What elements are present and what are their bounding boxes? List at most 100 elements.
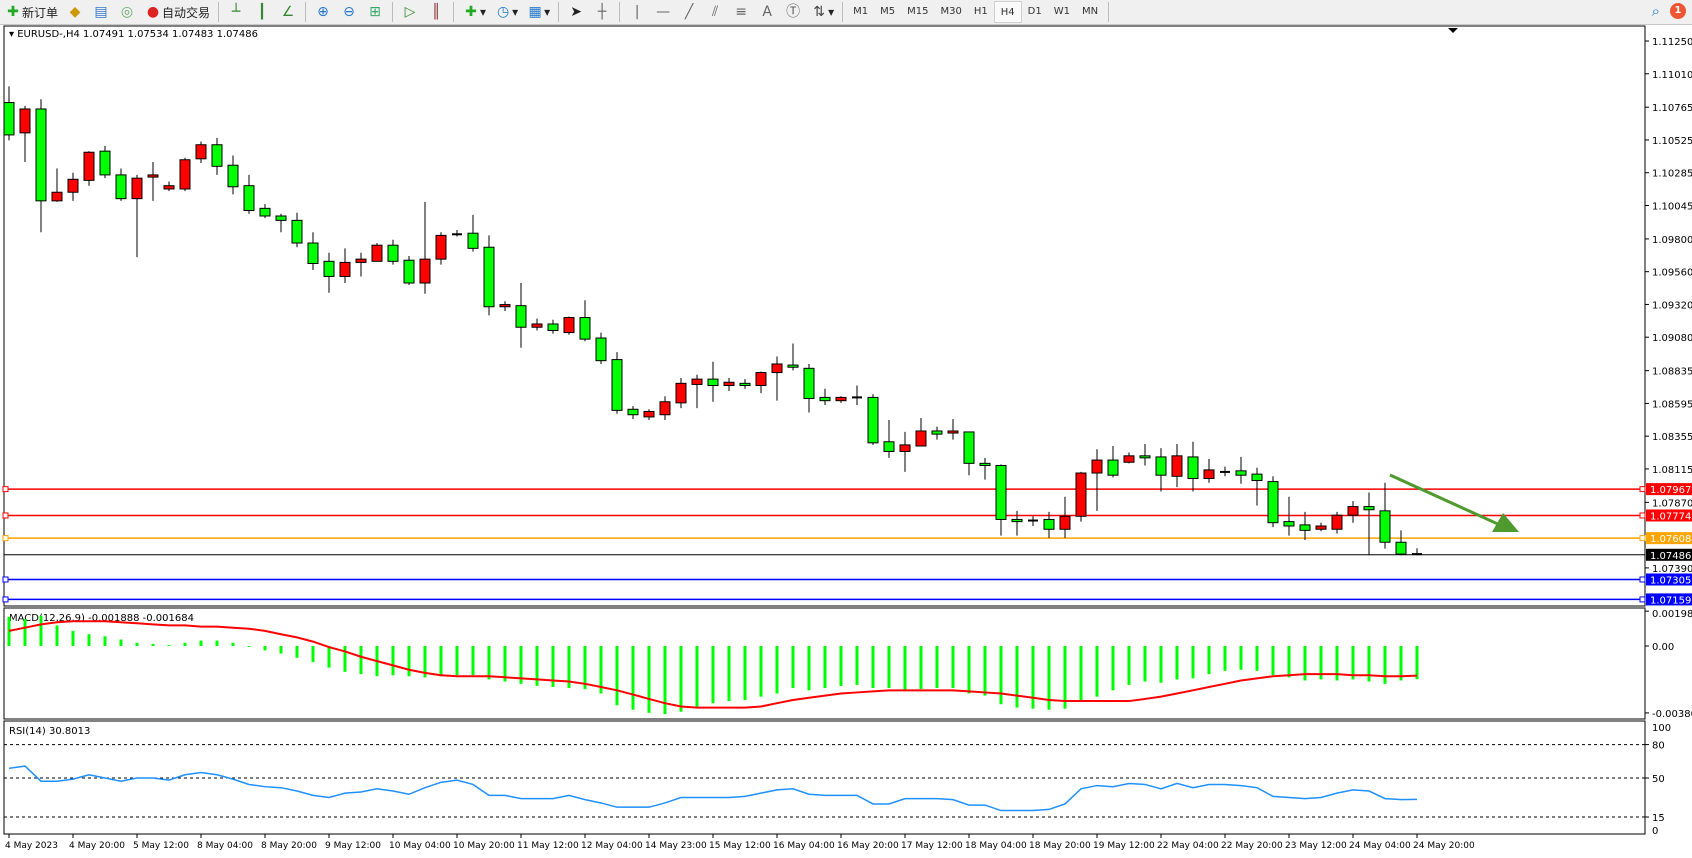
macd-histogram-bar [743, 646, 747, 701]
candle-body [771, 363, 783, 374]
tile-windows-icon: ⊞ [369, 4, 381, 20]
indicators-button[interactable]: ✚ ▾ [458, 1, 490, 23]
timeframe-d1[interactable]: D1 [1027, 6, 1042, 17]
candle-body [307, 242, 319, 264]
zoom-in-button[interactable]: ⊕ [310, 1, 336, 23]
macd-histogram-bar [1335, 646, 1339, 681]
arrows-button[interactable]: ⇅ ▾ [806, 1, 838, 23]
candle-body [1251, 473, 1263, 482]
rsi-label: RSI(14) 30.8013 [9, 726, 90, 737]
rsi-axis-label: 15 [1652, 813, 1665, 824]
candle-body [179, 159, 191, 190]
indicators-icon: ✚ [465, 4, 477, 20]
macd-histogram-bar [951, 646, 955, 689]
crosshair-icon: ┼ [597, 4, 607, 20]
toolbar-separator [218, 2, 220, 22]
history-center-button[interactable]: ▤ [88, 1, 114, 23]
trend-arrow-line [1389, 473, 1501, 527]
macd-histogram-bar [1351, 646, 1355, 680]
candle-body [211, 144, 223, 167]
horizontal-line-button[interactable]: — [650, 1, 676, 23]
price-axis-label: 1.08835 [1652, 367, 1692, 378]
text-button[interactable]: A [754, 1, 780, 23]
crosshair-button[interactable]: ┼ [589, 1, 615, 23]
vertical-line-button[interactable]: | [624, 1, 650, 23]
macd-histogram-bar [23, 619, 27, 646]
macd-histogram-bar [1159, 646, 1163, 683]
macd-histogram-bar [999, 646, 1003, 705]
candlestick-button[interactable]: ┃ [249, 1, 275, 23]
timeframe-m5[interactable]: M5 [880, 6, 896, 17]
timeframe-mn[interactable]: MN [1081, 6, 1099, 17]
macd-signal-line [8, 620, 1418, 709]
macd-histogram-bar [119, 639, 123, 646]
auto-trading-button[interactable]: ● 自动交易 [140, 1, 214, 23]
macd-histogram-bar [247, 646, 251, 647]
macd-histogram-bar [215, 640, 219, 646]
equidistant-channel-button[interactable]: ⫽ [702, 1, 728, 23]
candle-body [883, 441, 895, 452]
macd-histogram-bar [423, 646, 427, 678]
tile-windows-button[interactable]: ⊞ [362, 1, 388, 23]
search-icon[interactable]: ⌕ [1651, 2, 1660, 20]
candle-body [435, 234, 447, 260]
candle-body [1011, 518, 1023, 523]
text-label-icon: Ⓣ [786, 4, 801, 20]
timeframe-h4[interactable]: H4 [993, 1, 1022, 23]
price-axis-label: 1.10525 [1652, 136, 1692, 147]
candle-body [467, 232, 479, 249]
candle-body [643, 410, 655, 418]
macd-histogram-bar [759, 646, 763, 697]
price-axis-label: 1.08595 [1652, 399, 1692, 410]
macd-histogram-bar [391, 646, 395, 676]
zoom-out-button[interactable]: ⊖ [336, 1, 362, 23]
timeframe-m1[interactable]: M1 [853, 6, 869, 17]
macd-histogram-bar [663, 646, 667, 715]
auto-scroll-button[interactable]: ▷ [397, 1, 423, 23]
macd-histogram-bar [1223, 646, 1227, 671]
cursor-button[interactable]: ➤ [563, 1, 589, 23]
macd-histogram-bar [439, 646, 443, 677]
level-handle [2, 596, 9, 603]
candle-body [323, 260, 335, 277]
macd-histogram-bar [839, 646, 843, 686]
candle-body [1139, 455, 1151, 459]
macd-histogram-bar [1255, 646, 1259, 671]
timeframe-m15[interactable]: M15 [907, 6, 929, 17]
macd-axis-label: 0.001982 [1652, 609, 1692, 620]
macd-histogram-bar [1047, 646, 1051, 710]
new-order-button[interactable]: ✚ 新订单 [0, 1, 62, 23]
notification-badge[interactable]: 1 [1670, 3, 1686, 19]
time-axis-label: 8 May 20:00 [261, 841, 317, 851]
time-axis-label: 23 May 12:00 [1285, 841, 1347, 851]
meta-editor-button[interactable]: ◆ [62, 1, 88, 23]
text-label-button[interactable]: Ⓣ [780, 1, 806, 23]
chart-shift-button[interactable]: ║ [423, 1, 449, 23]
auto-trading-icon: ● [146, 4, 160, 20]
macd-histogram-bar [1207, 646, 1211, 675]
macd-histogram-bar [695, 646, 699, 708]
trendline-button[interactable]: ╱ [676, 1, 702, 23]
macd-histogram-bar [727, 646, 731, 702]
periods-button[interactable]: ◷ ▾ [490, 1, 522, 23]
candle-body [1379, 510, 1391, 543]
macd-histogram-bar [1143, 646, 1147, 682]
equidistant-channel-icon: ⫽ [712, 4, 719, 20]
timeframe-h1[interactable]: H1 [973, 6, 988, 17]
signals-button[interactable]: ◎ [114, 1, 140, 23]
candle-body [499, 304, 511, 308]
bar-chart-button[interactable]: ┴ [223, 1, 249, 23]
time-axis-label: 10 May 20:00 [453, 841, 515, 851]
chart-shift-marker-icon [1448, 28, 1458, 33]
macd-histogram-bar [455, 646, 459, 676]
fibonacci-button[interactable]: ≡ [728, 1, 754, 23]
macd-histogram-bar [103, 636, 107, 646]
chart-window[interactable]: 1.11250 1.11010 1.10765 1.10525 1.10285 1.100… [0, 25, 1692, 858]
price-level-tag [1646, 573, 1692, 586]
timeframe-m30[interactable]: M30 [940, 6, 962, 17]
timeframe-w1[interactable]: W1 [1053, 6, 1070, 17]
templates-button[interactable]: ▦ ▾ [522, 1, 554, 23]
macd-histogram-bar [631, 646, 635, 710]
line-chart-button[interactable]: ∠ [275, 1, 301, 23]
candle-body [707, 378, 719, 387]
